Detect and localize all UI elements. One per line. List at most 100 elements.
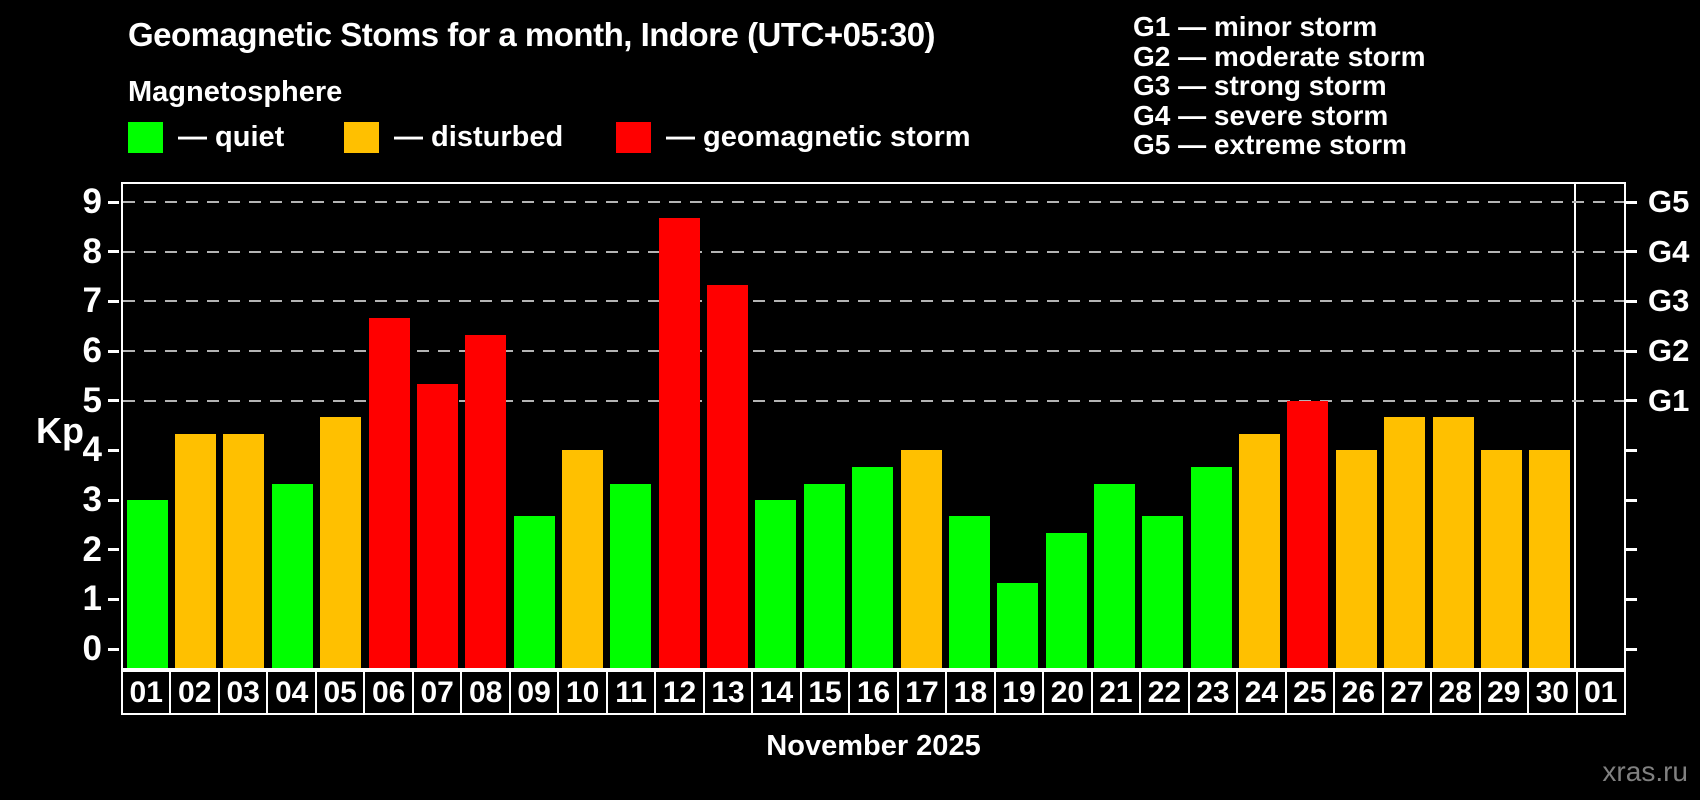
- bar-day-16: [852, 466, 894, 668]
- bar-day-03: [223, 433, 265, 668]
- right-tick-7: [1626, 299, 1637, 303]
- y-tick-label-3: 3: [82, 480, 102, 520]
- bar-day-12: [658, 218, 700, 668]
- bar-day-01: [126, 500, 168, 668]
- g-tick-label-G5: G5: [1648, 184, 1690, 220]
- g-legend-line-g4: G4 — severe storm: [1133, 99, 1389, 131]
- day-cell-01: 01: [121, 670, 172, 715]
- right-tick-9: [1626, 200, 1637, 204]
- bar-day-22: [1142, 516, 1184, 668]
- bar-day-04: [271, 483, 313, 668]
- y-axis-label: Kp: [36, 410, 84, 451]
- day-cell-01: 01: [1575, 670, 1627, 715]
- day-cell-09: 09: [508, 670, 560, 715]
- y-tick-label-1: 1: [82, 579, 102, 619]
- left-tick-2: [108, 548, 119, 552]
- month-separator-line: [1574, 184, 1576, 668]
- bar-day-17: [900, 450, 942, 668]
- day-cell-11: 11: [605, 670, 657, 715]
- g-tick-label-G1: G1: [1648, 382, 1690, 418]
- right-tick-0: [1626, 647, 1637, 651]
- right-tick-1: [1626, 597, 1637, 601]
- bar-day-05: [320, 417, 362, 668]
- chart-subtitle: Magnetosphere: [128, 76, 343, 108]
- left-tick-6: [108, 349, 119, 353]
- left-tick-5: [108, 399, 119, 403]
- day-cell-21: 21: [1090, 670, 1142, 715]
- gridline-kp-6: [123, 350, 1624, 353]
- y-tick-label-8: 8: [82, 231, 102, 271]
- day-cell-23: 23: [1187, 670, 1239, 715]
- bar-day-14: [755, 500, 797, 668]
- day-cell-29: 29: [1478, 670, 1530, 715]
- day-cell-22: 22: [1139, 670, 1190, 715]
- gridline-kp-7: [123, 300, 1624, 303]
- day-cell-18: 18: [945, 670, 996, 715]
- y-tick-label-7: 7: [82, 281, 102, 321]
- g-tick-label-G3: G3: [1648, 283, 1690, 319]
- y-tick-label-6: 6: [82, 331, 102, 371]
- bar-day-21: [1094, 483, 1136, 668]
- g-scale-legend: G1 — minor storm G2 — moderate storm G3 …: [1133, 12, 1426, 160]
- y-tick-label-5: 5: [82, 380, 102, 420]
- storm-color-swatch: [616, 122, 651, 153]
- day-cell-13: 13: [702, 670, 754, 715]
- day-cell-20: 20: [1042, 670, 1093, 715]
- left-tick-7: [108, 299, 119, 303]
- quiet-color-swatch: [128, 122, 163, 153]
- day-cell-14: 14: [751, 670, 802, 715]
- disturbed-color-swatch: [344, 122, 379, 153]
- right-tick-4: [1626, 448, 1637, 452]
- bar-day-20: [1045, 533, 1087, 668]
- day-cell-27: 27: [1381, 670, 1433, 715]
- right-tick-3: [1626, 498, 1637, 502]
- day-cell-10: 10: [557, 670, 608, 715]
- day-cell-15: 15: [799, 670, 851, 715]
- bar-day-06: [368, 317, 410, 668]
- bar-day-29: [1480, 450, 1522, 668]
- right-tick-6: [1626, 349, 1637, 353]
- g-legend-line-g1: G1 — minor storm: [1133, 11, 1378, 42]
- day-cell-08: 08: [460, 670, 511, 715]
- day-cell-17: 17: [896, 670, 948, 715]
- day-cell-12: 12: [654, 670, 705, 715]
- bar-day-02: [175, 433, 217, 668]
- right-tick-8: [1626, 250, 1637, 254]
- day-cell-19: 19: [993, 670, 1045, 715]
- right-tick-5: [1626, 399, 1637, 403]
- left-tick-9: [108, 200, 119, 204]
- day-cell-26: 26: [1333, 670, 1384, 715]
- y-tick-label-9: 9: [82, 182, 102, 222]
- g-legend-line-g2: G2 — moderate storm: [1133, 40, 1426, 72]
- bar-day-23: [1190, 466, 1232, 668]
- legend-quiet-label: — quiet: [178, 121, 285, 153]
- bar-day-30: [1529, 450, 1571, 668]
- left-tick-3: [108, 498, 119, 502]
- bar-day-10: [561, 450, 603, 668]
- y-tick-label-0: 0: [82, 629, 102, 668]
- left-tick-1: [108, 597, 119, 601]
- bar-day-11: [610, 483, 652, 668]
- bar-day-24: [1239, 433, 1281, 668]
- y-tick-label-2: 2: [82, 529, 102, 569]
- legend-storm-label: — geomagnetic storm: [666, 121, 971, 153]
- day-cell-04: 04: [266, 670, 317, 715]
- day-cell-30: 30: [1527, 670, 1578, 715]
- day-cell-28: 28: [1430, 670, 1481, 715]
- bar-day-08: [465, 334, 507, 668]
- watermark: xras.ru: [1602, 756, 1688, 787]
- day-cell-24: 24: [1236, 670, 1287, 715]
- left-tick-0: [108, 647, 119, 651]
- left-tick-4: [108, 448, 119, 452]
- right-tick-2: [1626, 548, 1637, 552]
- day-cell-25: 25: [1284, 670, 1336, 715]
- bar-day-18: [948, 516, 990, 668]
- chart-title: Geomagnetic Stoms for a month, Indore (U…: [128, 16, 936, 53]
- bar-day-26: [1335, 450, 1377, 668]
- g-legend-line-g5: G5 — extreme storm: [1133, 129, 1407, 160]
- plot-area: [121, 182, 1626, 670]
- day-cell-16: 16: [848, 670, 899, 715]
- bar-day-15: [803, 483, 845, 668]
- legend-disturbed-label: — disturbed: [394, 121, 564, 153]
